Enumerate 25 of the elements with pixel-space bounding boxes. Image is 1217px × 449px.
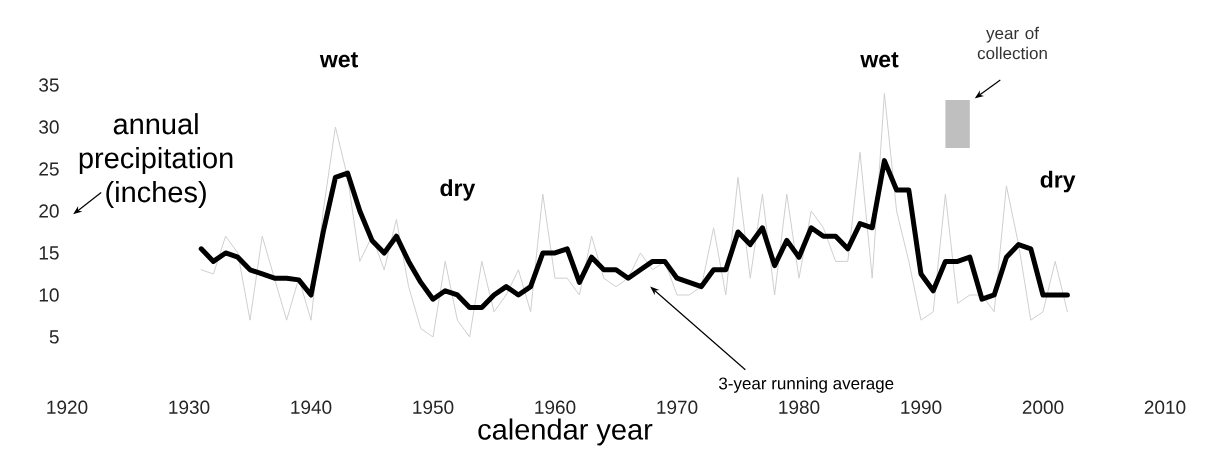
y-axis-title: annual precipitation (inches) (79, 113, 233, 209)
annotation: dry (1040, 170, 1076, 193)
x-tick-label: 1930 (169, 400, 210, 414)
band-label: year of collection (977, 26, 1047, 60)
y-tick-label: 30 (39, 120, 59, 134)
x-tick-label: 1950 (413, 400, 454, 414)
x-tick-label: 1980 (779, 400, 820, 414)
y-tick-label: 10 (39, 288, 59, 302)
annotation: dry (440, 179, 476, 201)
y-tick-label: 5 (49, 330, 59, 344)
y-tick-label: 35 (39, 78, 59, 92)
x-tick-label: 2000 (1022, 400, 1064, 414)
y-tick-label: 15 (39, 246, 59, 260)
x-axis-title: calendar year (478, 418, 653, 446)
x-tick-label: 1990 (901, 400, 942, 414)
text: wet (319, 52, 358, 68)
x-tick-label: 1920 (47, 400, 88, 414)
text: 3-year running average (719, 376, 894, 393)
y-tick-label: 20 (39, 204, 59, 218)
text: wet (860, 52, 899, 68)
x-tick-label: 2010 (1144, 400, 1186, 414)
x-tick-label: 1960 (535, 400, 576, 414)
x-tick-label: 1970 (657, 400, 698, 414)
x-tick-label: 1940 (291, 400, 332, 414)
y-tick-label: 25 (39, 162, 59, 176)
